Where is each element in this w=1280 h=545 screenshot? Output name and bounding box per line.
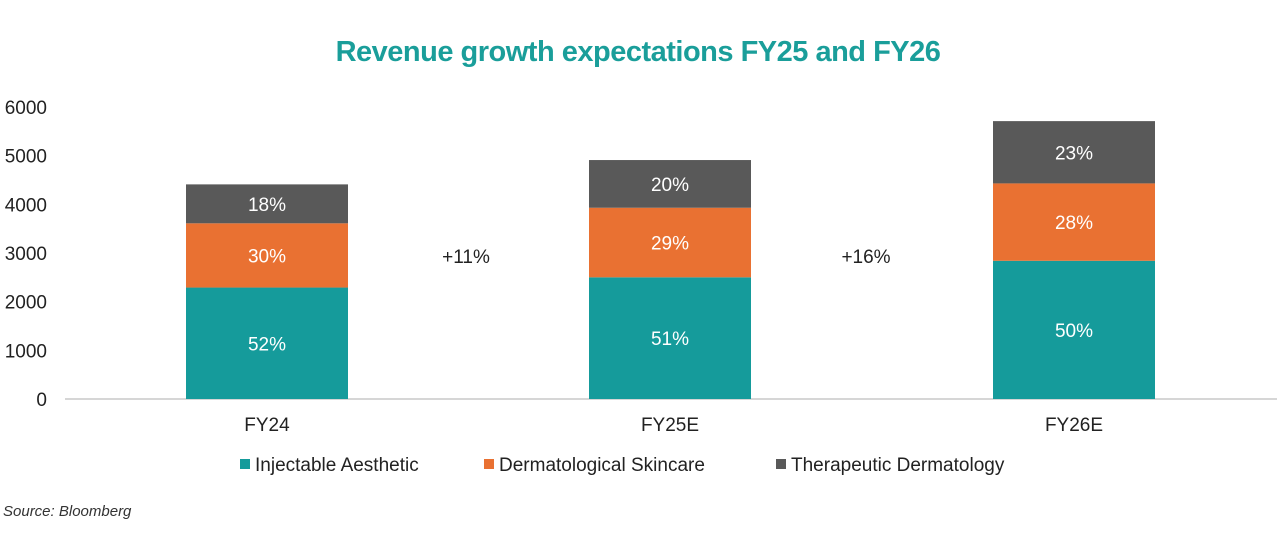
legend-label: Injectable Aesthetic xyxy=(255,455,419,476)
source-note: Source: Bloomberg xyxy=(3,503,132,520)
y-tick-label: 6000 xyxy=(5,98,47,119)
legend-swatch xyxy=(776,459,786,469)
segment-data-label: 18% xyxy=(248,195,286,216)
bar-segment xyxy=(993,183,1155,261)
bar-segment xyxy=(186,184,348,224)
bar-segment xyxy=(186,287,348,399)
x-tick-label: FY26E xyxy=(1045,415,1103,436)
bar-segment xyxy=(589,207,751,278)
legend: Injectable Aesthetic Dermatological Skinc… xyxy=(240,455,1005,476)
segment-data-label: 20% xyxy=(651,175,689,196)
segment-data-label: 29% xyxy=(651,234,689,255)
bar-segment xyxy=(993,260,1155,399)
bar-segment xyxy=(589,277,751,399)
segment-labels: 52% 30% 18% 51% 29% 20% 50% 28% 23% xyxy=(248,143,1093,355)
bar-segment xyxy=(993,121,1155,184)
y-tick-label: 2000 xyxy=(5,293,47,314)
segment-data-label: 28% xyxy=(1055,213,1093,234)
bar-segment xyxy=(589,160,751,208)
segment-data-label: 50% xyxy=(1055,321,1093,342)
y-tick-label: 5000 xyxy=(5,147,47,168)
growth-annotations: +11% +16% xyxy=(442,247,891,268)
y-tick-label: 1000 xyxy=(5,341,47,362)
chart-title: Revenue growth expectations FY25 and FY2… xyxy=(336,36,941,68)
y-axis: 0 1000 2000 3000 4000 5000 6000 xyxy=(5,98,47,411)
legend-swatch xyxy=(240,459,250,469)
x-tick-label: FY25E xyxy=(641,415,699,436)
segment-data-label: 51% xyxy=(651,329,689,350)
legend-label: Therapeutic Dermatology xyxy=(791,455,1005,476)
x-tick-label: FY24 xyxy=(244,415,290,436)
growth-annotation: +16% xyxy=(841,247,890,268)
segment-data-label: 52% xyxy=(248,334,286,355)
y-tick-label: 0 xyxy=(36,390,47,411)
legend-swatch xyxy=(484,459,494,469)
bars xyxy=(186,121,1155,399)
legend-label: Dermatological Skincare xyxy=(499,455,705,476)
segment-data-label: 23% xyxy=(1055,143,1093,164)
segment-data-label: 30% xyxy=(248,246,286,267)
growth-annotation: +11% xyxy=(442,247,490,268)
x-axis-labels: FY24 FY25E FY26E xyxy=(244,415,1103,436)
y-tick-label: 3000 xyxy=(5,244,47,265)
bar-segment xyxy=(186,223,348,288)
y-tick-label: 4000 xyxy=(5,195,47,216)
